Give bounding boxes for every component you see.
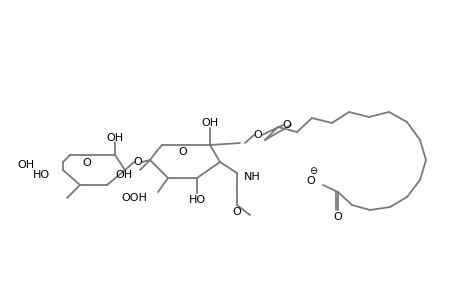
Text: O: O (83, 158, 91, 168)
Text: O: O (282, 120, 291, 130)
Text: OH: OH (106, 133, 123, 143)
Text: O: O (178, 147, 187, 157)
Text: O: O (253, 130, 262, 140)
Text: OH: OH (116, 170, 133, 180)
Text: OOH: OOH (121, 193, 147, 203)
Text: ⊖: ⊖ (308, 166, 316, 176)
Text: O: O (232, 207, 241, 217)
Text: OH: OH (201, 118, 218, 128)
Text: HO: HO (188, 195, 205, 205)
Text: NH: NH (243, 172, 260, 182)
Text: HO: HO (33, 170, 50, 180)
Text: O: O (133, 157, 142, 167)
Text: O: O (333, 212, 341, 222)
Text: O: O (306, 176, 314, 186)
Text: OH: OH (18, 160, 35, 170)
